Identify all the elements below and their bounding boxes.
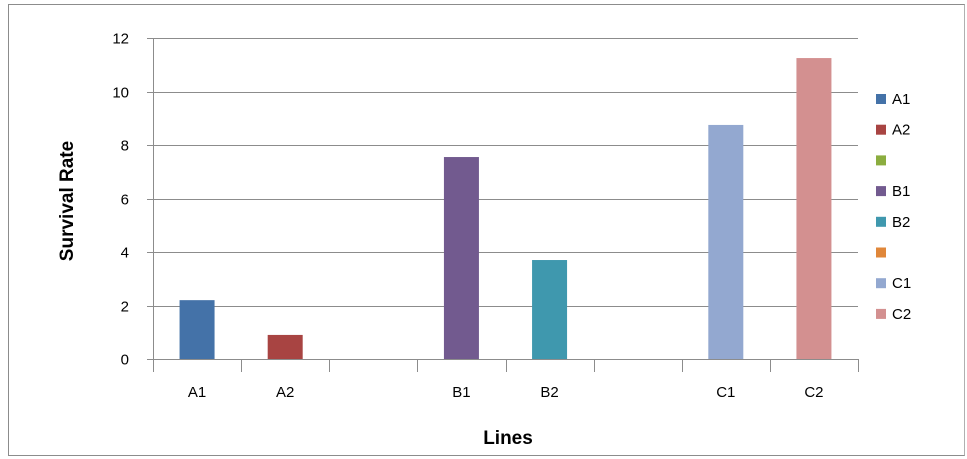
y-tick-label: 12 (112, 31, 129, 48)
bar-b2 (532, 260, 568, 359)
bar-a1 (179, 300, 215, 359)
x-tick-label: A1 (188, 384, 206, 401)
y-axis-title: Survival Rate (57, 141, 78, 261)
x-tick-label: C2 (804, 384, 823, 401)
bar-b1 (443, 157, 479, 359)
x-tick-label: B1 (452, 384, 470, 401)
x-tick-label: B2 (540, 384, 558, 401)
bars (179, 58, 832, 359)
bar-a2 (267, 334, 303, 359)
bar-c1 (708, 124, 744, 359)
legend-swatch (876, 278, 886, 289)
legend-swatch (876, 94, 886, 104)
axes (147, 38, 859, 372)
legend: A1 A2 B1 B2 C1 C2 (876, 91, 911, 323)
legend-label: B2 (892, 214, 910, 231)
y-tick-label: 6 (121, 192, 129, 209)
legend-swatch (876, 308, 886, 319)
legend-label: A2 (892, 122, 910, 139)
tick-labels: 0 2 4 6 8 10 12 A1 A2 B1 B2 C1 C2 (112, 31, 823, 402)
y-tick-label: 4 (121, 245, 129, 262)
bar-c2 (796, 58, 832, 359)
x-axis-title: Lines (483, 428, 533, 449)
legend-swatch (876, 247, 886, 258)
y-tick-label: 8 (121, 138, 129, 155)
gridlines (153, 38, 858, 307)
y-tick-label: 2 (121, 299, 129, 316)
legend-swatch (876, 216, 886, 227)
legend-swatch (876, 124, 886, 135)
legend-label: B1 (892, 183, 910, 200)
legend-label: C2 (892, 306, 911, 323)
legend-label: C1 (892, 275, 911, 292)
legend-swatch (876, 155, 886, 166)
y-tick-label: 10 (112, 85, 129, 102)
legend-swatch (876, 186, 886, 197)
x-tick-label: C1 (716, 384, 735, 401)
legend-label: A1 (892, 91, 910, 108)
y-tick-label: 0 (121, 352, 129, 369)
x-tick-label: A2 (276, 384, 294, 401)
